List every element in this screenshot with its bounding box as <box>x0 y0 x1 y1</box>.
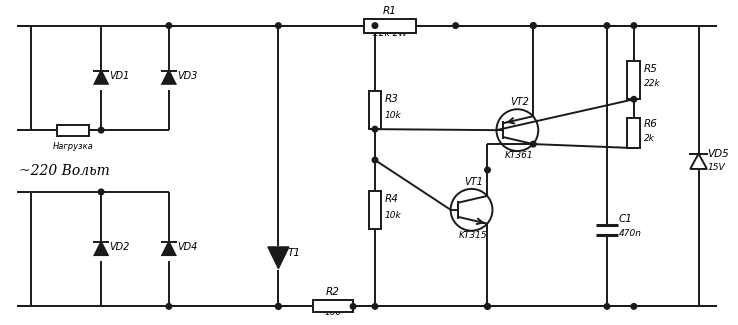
Text: 10k: 10k <box>385 111 401 120</box>
Circle shape <box>531 23 536 28</box>
Circle shape <box>372 157 378 163</box>
Polygon shape <box>268 247 289 268</box>
Text: 470n: 470n <box>619 229 642 238</box>
Text: C1: C1 <box>619 214 632 224</box>
Text: Нагрузка: Нагрузка <box>53 142 94 151</box>
Text: VD3: VD3 <box>177 71 197 81</box>
Bar <box>58 125 89 136</box>
Circle shape <box>531 23 536 28</box>
Text: 15V: 15V <box>708 163 725 172</box>
Text: VD5: VD5 <box>708 149 729 159</box>
Circle shape <box>351 304 356 309</box>
Text: 2k: 2k <box>644 134 655 143</box>
Polygon shape <box>162 71 176 84</box>
Circle shape <box>485 304 490 309</box>
Circle shape <box>485 304 490 309</box>
Text: VD4: VD4 <box>177 242 197 252</box>
Circle shape <box>604 304 610 309</box>
Bar <box>364 19 415 32</box>
Text: R3: R3 <box>385 94 399 104</box>
Circle shape <box>98 127 104 133</box>
Text: R5: R5 <box>644 64 658 74</box>
Polygon shape <box>162 242 176 255</box>
Text: T1: T1 <box>287 248 300 258</box>
Text: ~220 Вольт: ~220 Вольт <box>18 164 109 178</box>
Circle shape <box>372 304 378 309</box>
Text: R1: R1 <box>383 6 397 16</box>
Circle shape <box>631 23 637 28</box>
Circle shape <box>604 23 610 28</box>
Polygon shape <box>94 242 108 255</box>
Text: 22k 2W: 22k 2W <box>373 29 407 38</box>
Text: 22k: 22k <box>644 79 661 88</box>
Text: 100: 100 <box>325 308 342 317</box>
Circle shape <box>372 23 378 28</box>
Circle shape <box>98 189 104 195</box>
Bar <box>368 191 382 229</box>
Circle shape <box>166 23 172 28</box>
Text: 10k: 10k <box>385 211 401 220</box>
Bar <box>627 118 641 148</box>
Text: R4: R4 <box>385 194 399 204</box>
Circle shape <box>275 304 281 309</box>
Circle shape <box>166 304 172 309</box>
Circle shape <box>531 141 536 147</box>
Polygon shape <box>94 71 108 84</box>
Text: VD1: VD1 <box>109 71 129 81</box>
Text: KT361: KT361 <box>505 151 534 160</box>
Circle shape <box>631 97 637 102</box>
Polygon shape <box>690 154 707 169</box>
Circle shape <box>631 304 637 309</box>
Circle shape <box>453 23 458 28</box>
Bar <box>313 300 353 312</box>
Circle shape <box>275 304 281 309</box>
Bar <box>627 61 641 99</box>
Text: VT1: VT1 <box>464 177 483 187</box>
Circle shape <box>485 167 490 173</box>
Text: VT2: VT2 <box>510 97 529 107</box>
Text: KT315: KT315 <box>459 231 488 240</box>
Text: R6: R6 <box>644 119 658 129</box>
Circle shape <box>275 23 281 28</box>
Circle shape <box>372 126 378 132</box>
Bar <box>368 91 382 129</box>
Text: VD2: VD2 <box>109 242 129 252</box>
Text: R2: R2 <box>326 287 340 297</box>
